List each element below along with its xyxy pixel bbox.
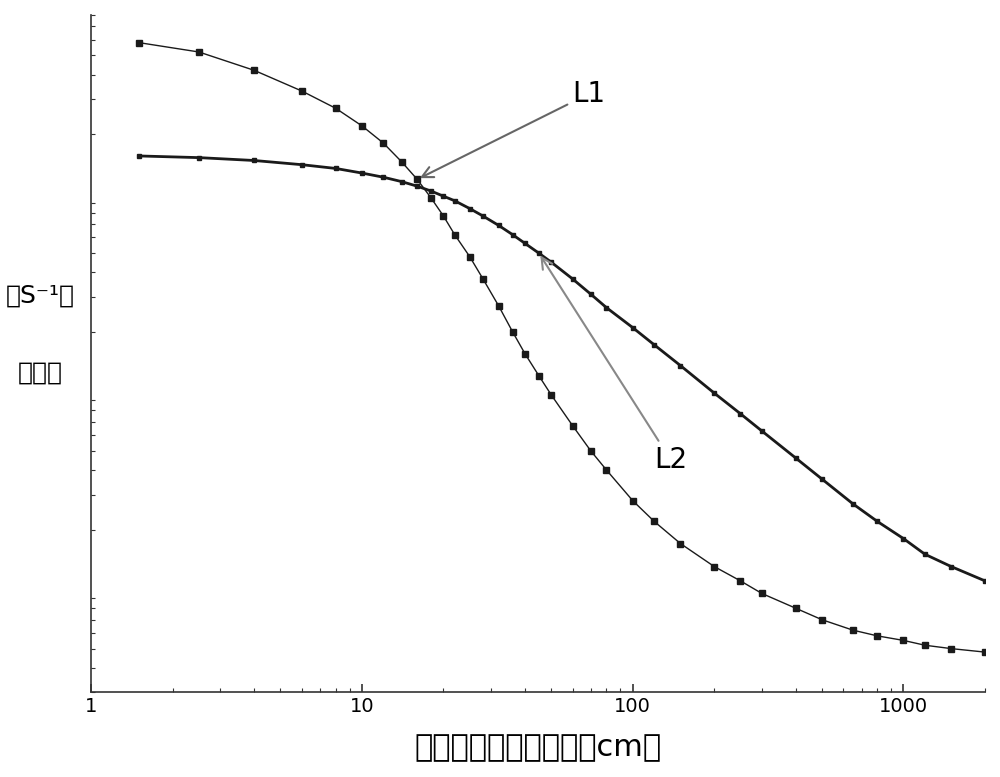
X-axis label: 探测器到水面的距离（cm）: 探测器到水面的距离（cm） [415,733,662,762]
Text: （S⁻¹）: （S⁻¹） [6,284,74,307]
Text: L1: L1 [422,80,606,177]
Text: L2: L2 [542,257,687,474]
Text: 计数率: 计数率 [18,361,62,385]
